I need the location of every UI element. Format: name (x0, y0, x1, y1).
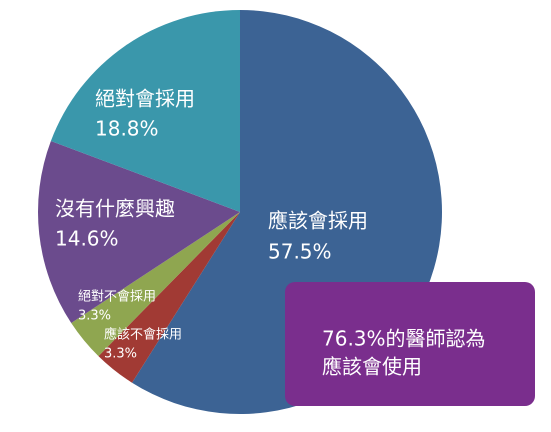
slice-value: 57.5% (268, 240, 332, 264)
slice-name: 應該不會採用 (104, 327, 182, 343)
slice-value: 3.3% (78, 309, 111, 324)
pie-slice (71, 212, 240, 357)
slice-name: 應該會採用 (268, 209, 368, 233)
slice-value: 18.8% (95, 117, 159, 141)
pie-slice (98, 212, 241, 383)
slice-name: 沒有什麼興趣 (55, 197, 175, 221)
pie-slice (50, 10, 240, 212)
annotation-line: 76.3%的醫師認為 (322, 327, 486, 351)
slice-name: 絕對會採用 (95, 87, 195, 111)
slice-value: 14.6% (55, 227, 119, 251)
pie-slice (37, 140, 240, 323)
annotation-box (285, 282, 535, 406)
annotation-line: 應該會使用 (322, 355, 422, 379)
slice-name: 絕對不會採用 (78, 290, 156, 305)
slice-value: 3.3% (104, 347, 137, 362)
